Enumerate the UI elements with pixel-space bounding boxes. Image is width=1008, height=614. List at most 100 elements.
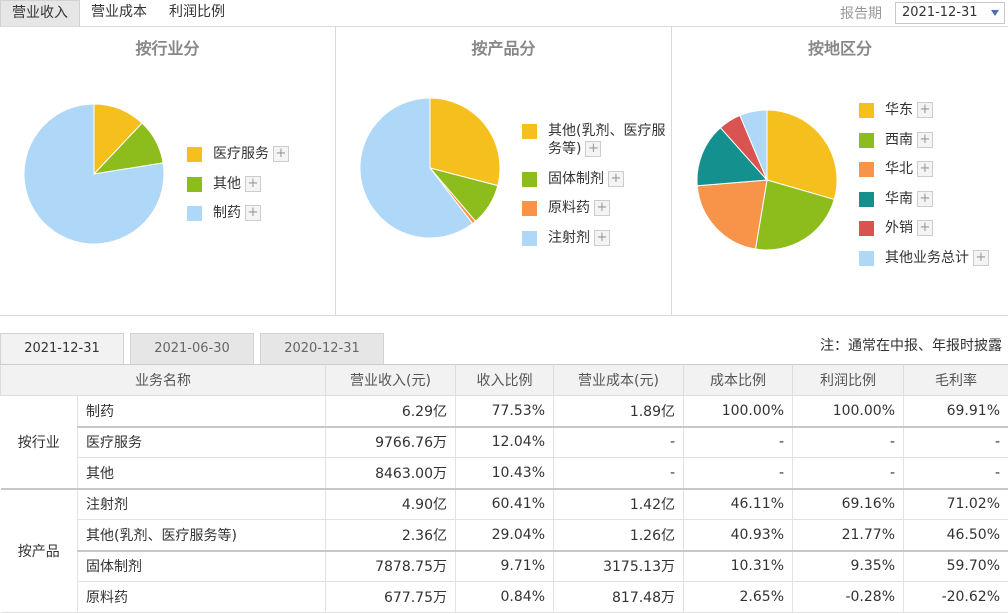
legend-swatch <box>859 103 874 118</box>
business-name-cell: 固体制剂 <box>77 549 326 582</box>
pie-slice-3[interactable] <box>359 97 474 239</box>
legend-label: 原料药 <box>548 200 590 216</box>
value-cell: 71.02% <box>903 487 1008 520</box>
pie-slice-1[interactable] <box>754 179 835 251</box>
plus-icon[interactable]: + <box>917 190 933 207</box>
value-cell: 12.04% <box>455 425 554 458</box>
legend-item[interactable]: 华南 + <box>859 190 989 208</box>
plus-icon[interactable]: + <box>608 170 624 187</box>
chart-panel-industry: 按行业分 医疗服务 + 其他 + 制药 + <box>0 27 336 316</box>
legend-swatch <box>187 206 202 221</box>
tab-revenue[interactable]: 营业收入 <box>0 0 80 26</box>
legend-item[interactable]: 其他(乳剂、医疗服务等) + <box>522 122 670 158</box>
legend-swatch <box>859 221 874 236</box>
legend-label: 其他业务总计 <box>885 249 969 266</box>
value-cell: 10.31% <box>683 549 793 582</box>
value-cell: 77.53% <box>455 395 554 427</box>
legend-item[interactable]: 医疗服务 + <box>187 145 289 163</box>
value-cell: - <box>553 425 684 458</box>
plus-icon[interactable]: + <box>594 200 610 216</box>
pie-chart-region <box>696 109 838 251</box>
value-cell: 21.77% <box>792 519 904 551</box>
pie-chart-industry <box>23 103 165 245</box>
period-select-value: 2021-12-31 <box>902 5 978 20</box>
value-cell: 9.71% <box>455 549 554 582</box>
group-label: 按产品 <box>0 487 78 613</box>
plus-icon[interactable]: + <box>917 131 933 148</box>
value-cell: 0.84% <box>455 581 554 613</box>
value-cell: 100.00% <box>683 395 793 427</box>
legend-item[interactable]: 固体制剂 + <box>522 170 670 188</box>
business-name-cell: 原料药 <box>77 581 326 613</box>
tab-profit-ratio[interactable]: 利润比例 <box>169 4 225 20</box>
legend-product: 其他(乳剂、医疗服务等) + 固体制剂 + 原料药 + 注射剂 + <box>522 122 670 258</box>
legend-swatch <box>187 176 202 192</box>
header-revenue-ratio: 收入比例 <box>455 364 554 396</box>
value-cell: -0.28% <box>792 581 904 613</box>
value-cell: 69.16% <box>792 487 904 520</box>
pie-slice-0[interactable] <box>429 97 501 187</box>
pie-slice-5[interactable] <box>739 109 768 181</box>
value-cell: 2.65% <box>683 581 793 613</box>
legend-label: 外销 <box>885 220 913 236</box>
chart-title: 按地区分 <box>807 39 872 58</box>
legend-item[interactable]: 其他业务总计 + <box>859 249 989 267</box>
period-tab-2020-12-31[interactable]: 2020-12-31 <box>260 333 384 365</box>
plus-icon[interactable]: + <box>594 229 610 246</box>
header-gross-margin: 毛利率 <box>903 364 1008 396</box>
legend-item[interactable]: 注射剂 + <box>522 229 670 247</box>
period-tab-2021-06-30[interactable]: 2021-06-30 <box>130 333 254 365</box>
plus-icon[interactable]: + <box>585 141 602 157</box>
table-row: 其他(乳剂、医疗服务等) 2.36亿 29.04% 1.26亿 40.93% 21.77%… <box>1 519 1008 551</box>
charts-area: 按行业分 医疗服务 + 其他 + 制药 + 按产品分 其他(乳剂、医疗服务等) + 固体制剂 +… <box>0 26 1008 316</box>
value-cell: 7878.75万 <box>325 549 456 582</box>
plus-icon[interactable]: + <box>273 146 289 162</box>
plus-icon[interactable]: + <box>973 249 989 266</box>
value-cell: - <box>553 457 684 489</box>
chart-panel-region: 按地区分 华东 + 西南 + 华北 + 华南 + 外销 + 其他业务总计 + <box>672 27 1008 316</box>
legend-industry: 医疗服务 + 其他 + 制药 + <box>187 145 289 234</box>
plus-icon[interactable]: + <box>917 102 933 118</box>
value-cell: 1.42亿 <box>553 487 684 520</box>
disclosure-note: 注：通常在中报、年报时披露 <box>820 338 1002 354</box>
value-cell: 46.50% <box>903 519 1008 551</box>
value-cell: 6.29亿 <box>325 395 456 427</box>
table-header-row: 业务名称 营业收入(元) 收入比例 营业成本(元) 成本比例 利润比例 毛利率 <box>0 364 1008 396</box>
legend-region: 华东 + 西南 + 华北 + 华南 + 外销 + 其他业务总计 + <box>859 101 989 278</box>
legend-item[interactable]: 华北 + <box>859 160 989 178</box>
pie-slice-2[interactable] <box>23 103 165 245</box>
plus-icon[interactable]: + <box>917 161 933 177</box>
legend-item[interactable]: 华东 + <box>859 101 989 119</box>
legend-item[interactable]: 西南 + <box>859 131 989 149</box>
legend-item[interactable]: 外销 + <box>859 219 989 237</box>
business-name-cell: 制药 <box>77 395 326 427</box>
plus-icon[interactable]: + <box>245 205 261 221</box>
pie-slice-3[interactable] <box>696 127 769 187</box>
pie-slice-0[interactable] <box>766 109 838 201</box>
legend-swatch <box>859 132 874 148</box>
header-cost: 营业成本(元) <box>553 364 684 396</box>
plus-icon[interactable]: + <box>917 220 933 236</box>
value-cell: - <box>792 457 904 489</box>
value-cell: 9766.76万 <box>325 425 456 458</box>
period-select[interactable]: 2021-12-31 <box>895 2 1005 24</box>
value-cell: 60.41% <box>455 487 554 520</box>
plus-icon[interactable]: + <box>245 175 261 192</box>
tab-cost[interactable]: 营业成本 <box>91 4 147 20</box>
table-row: 原料药 677.75万 0.84% 817.48万 2.65% -0.28% -20.62% <box>1 581 1008 613</box>
group-label: 按行业 <box>0 395 78 489</box>
table-row: 按产品 注射剂 4.90亿 60.41% 1.42亿 46.11% 69.16% 71.02% <box>0 487 1008 613</box>
legend-label: 医疗服务 <box>213 146 269 162</box>
business-name-cell: 其他 <box>77 457 326 489</box>
legend-item[interactable]: 制药 + <box>187 204 289 222</box>
value-cell: 2.36亿 <box>325 519 456 551</box>
pie-slice-2[interactable] <box>696 179 768 250</box>
legend-swatch <box>522 230 537 246</box>
legend-label: 华东 <box>885 102 913 118</box>
period-tab-2021-12-31[interactable]: 2021-12-31 <box>0 333 124 365</box>
value-cell: - <box>903 457 1008 489</box>
value-cell: 677.75万 <box>325 581 456 613</box>
legend-item[interactable]: 原料药 + <box>522 199 670 217</box>
legend-item[interactable]: 其他 + <box>187 175 289 193</box>
legend-swatch <box>522 201 537 216</box>
